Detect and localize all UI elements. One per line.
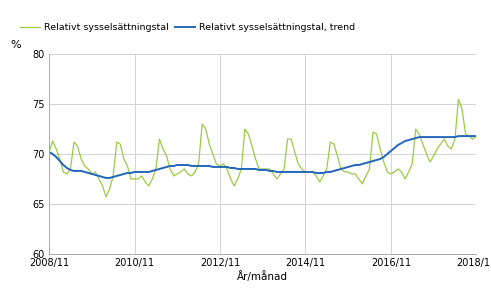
Relativt sysselsättningstal, trend bbox=[456, 134, 462, 138]
Relativt sysselsättningstal, trend bbox=[149, 169, 155, 173]
Relativt sysselsättningstal, trend bbox=[231, 166, 237, 170]
Relativt sysselsättningstal, trend bbox=[448, 135, 454, 139]
Relativt sysselsättningstal bbox=[448, 147, 454, 151]
Relativt sysselsättningstal, trend bbox=[473, 134, 479, 138]
Relativt sysselsättningstal bbox=[149, 177, 155, 181]
Relativt sysselsättningstal bbox=[473, 134, 479, 138]
Line: Relativt sysselsättningstal: Relativt sysselsättningstal bbox=[49, 99, 476, 197]
Text: %: % bbox=[11, 40, 21, 50]
Relativt sysselsättningstal, trend bbox=[46, 150, 52, 154]
Relativt sysselsättningstal, trend bbox=[89, 172, 95, 176]
Relativt sysselsättningstal bbox=[89, 172, 95, 176]
Relativt sysselsättningstal bbox=[317, 180, 323, 184]
Relativt sysselsättningstal, trend bbox=[317, 171, 323, 175]
X-axis label: År/månad: År/månad bbox=[237, 271, 288, 281]
Relativt sysselsättningstal bbox=[231, 184, 237, 188]
Relativt sysselsättningstal, trend bbox=[103, 176, 109, 180]
Legend: Relativt sysselsättningstal, Relativt sysselsättningstal, trend: Relativt sysselsättningstal, Relativt sy… bbox=[20, 23, 355, 32]
Relativt sysselsättningstal bbox=[46, 150, 52, 154]
Relativt sysselsättningstal bbox=[456, 97, 462, 101]
Relativt sysselsättningstal, trend bbox=[338, 167, 344, 171]
Relativt sysselsättningstal bbox=[338, 167, 344, 171]
Line: Relativt sysselsättningstal, trend: Relativt sysselsättningstal, trend bbox=[49, 136, 476, 178]
Relativt sysselsättningstal bbox=[103, 195, 109, 199]
